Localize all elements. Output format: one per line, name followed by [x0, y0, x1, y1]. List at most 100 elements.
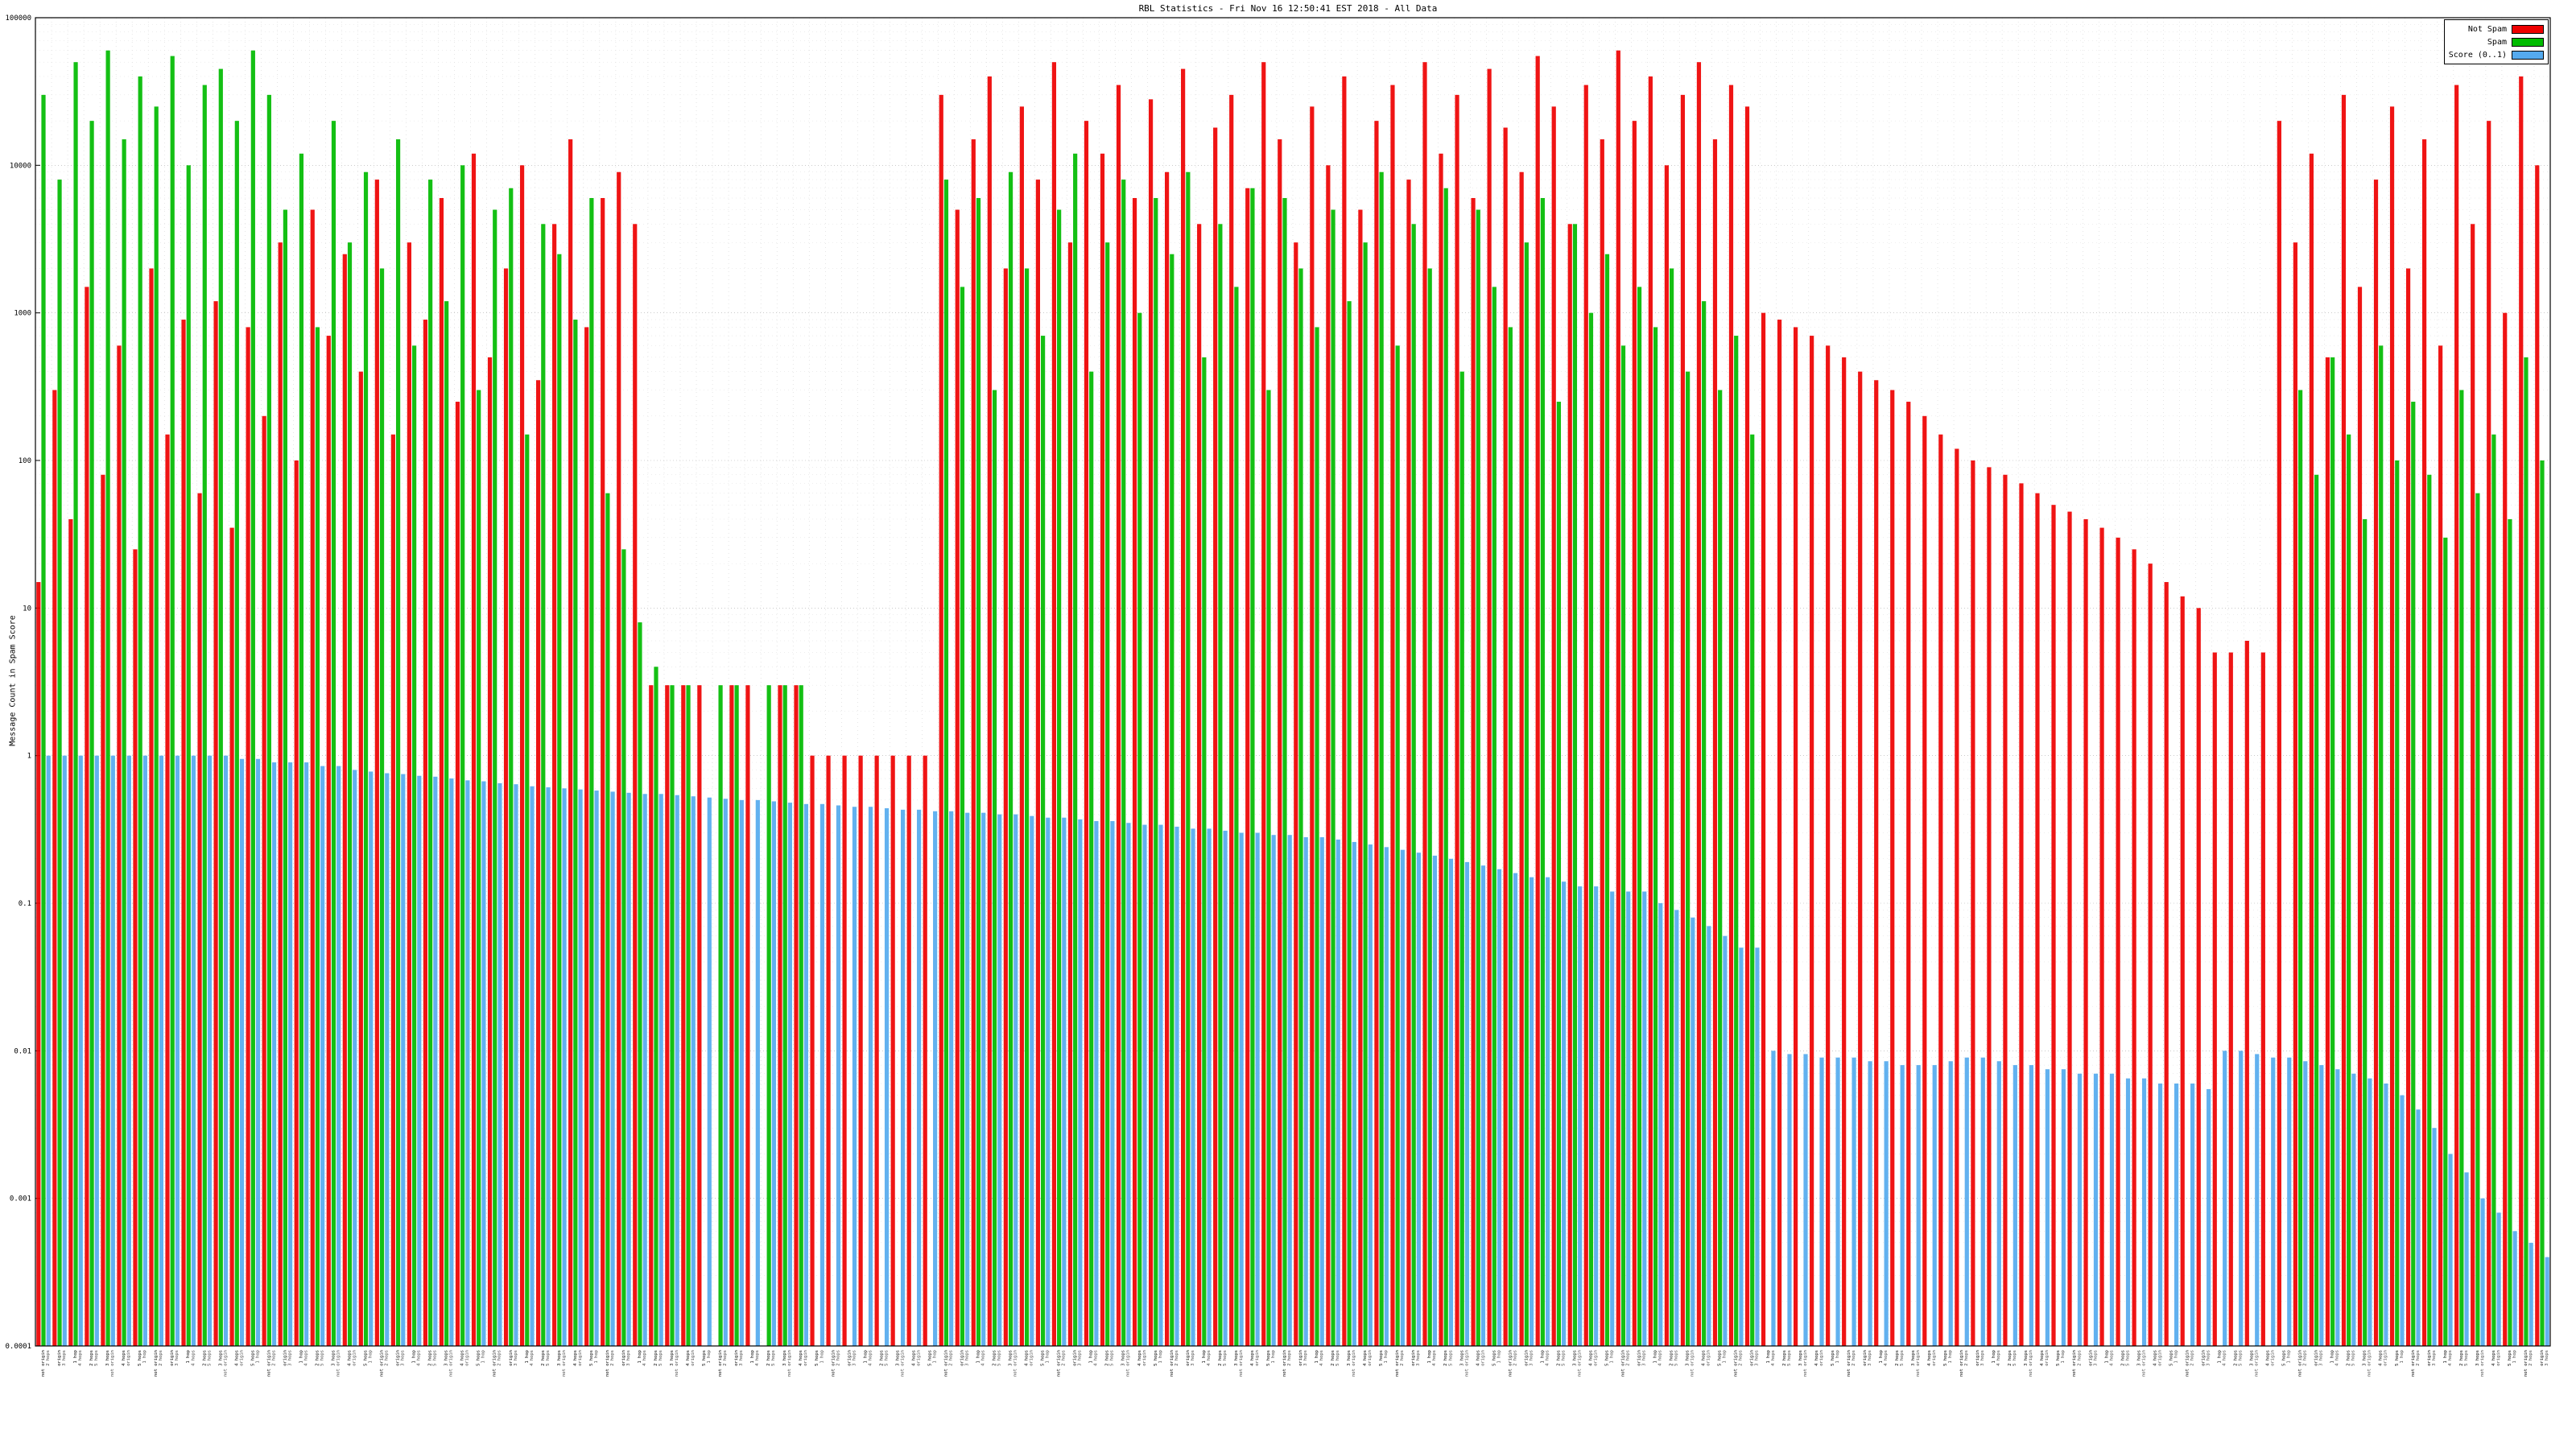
bar-spam [1750, 434, 1755, 1347]
bar-not-spam [181, 320, 186, 1346]
bar-spam [1024, 268, 1030, 1347]
bar-score-0-1 [1368, 844, 1373, 1346]
bar-not-spam [1600, 139, 1604, 1347]
x-tick-label: origin [1298, 1350, 1303, 1366]
bar-spam [444, 301, 449, 1346]
bar-score-0-1 [787, 803, 793, 1346]
x-tick-label: 3 hops [1642, 1350, 1647, 1366]
bar-spam [992, 390, 997, 1346]
bar-spam [1170, 254, 1174, 1347]
bar-score-0-1 [1126, 823, 1131, 1346]
bar-not-spam [2421, 139, 2427, 1347]
bar-score-0-1 [1819, 1057, 1824, 1346]
legend-label-not-spam: Not Spam [2467, 24, 2507, 34]
x-tick-label: origin [1368, 1350, 1373, 1366]
bar-score-0-1 [2157, 1084, 2163, 1346]
x-tick-label: 2 hops [2459, 1350, 2464, 1366]
bar-spam [1395, 345, 1400, 1347]
bar-spam [718, 685, 723, 1346]
bar-not-spam [2035, 493, 2040, 1346]
bar-spam [2330, 357, 2335, 1347]
x-tick-label: 1 hop [2104, 1350, 2109, 1364]
x-tick-label: 5 hops [94, 1350, 99, 1366]
bar-not-spam [2519, 76, 2524, 1346]
bar-score-0-1 [1223, 830, 1228, 1346]
bar-score-0-1 [723, 799, 728, 1346]
bar-spam [605, 493, 610, 1346]
x-tick-label: 1 hop [1496, 1350, 1501, 1364]
bar-spam [1556, 402, 1562, 1347]
bar-spam [589, 198, 594, 1346]
x-tick-label: 4 hops [1814, 1350, 1819, 1366]
bar-score-0-1 [1578, 886, 1583, 1346]
x-tick-label: 4 hops [911, 1350, 916, 1366]
x-tick-label: 4 hops [1927, 1350, 1932, 1366]
bar-spam [460, 165, 465, 1346]
x-tick-label: 1 hop [1427, 1350, 1432, 1364]
x-tick-label: 5 hops [1154, 1350, 1158, 1366]
x-tick-label: origin [1707, 1350, 1711, 1366]
bar-score-0-1 [691, 796, 696, 1346]
bar-score-0-1 [997, 814, 1002, 1346]
bar-score-0-1 [981, 812, 986, 1346]
bar-score-0-1 [2239, 1051, 2244, 1346]
bar-score-0-1 [385, 773, 390, 1346]
bar-spam [1073, 153, 1078, 1346]
bar-score-0-1 [949, 811, 954, 1346]
bar-not-spam [1922, 415, 1927, 1346]
bar-score-0-1 [2464, 1172, 2469, 1346]
x-tick-label: 2 hops [2120, 1350, 2125, 1366]
bar-not-spam [1971, 460, 1975, 1346]
bar-spam [1492, 287, 1496, 1346]
x-tick-label: 2 hops [2416, 1350, 2421, 1366]
bar-score-0-1 [562, 788, 567, 1346]
bar-not-spam [1874, 380, 1879, 1347]
x-tick-label: origin [2088, 1350, 2093, 1366]
bar-score-0-1 [803, 803, 809, 1346]
x-tick-label: origin [509, 1350, 514, 1366]
x-tick-label: 1 hop [255, 1350, 260, 1364]
x-tick-label: 5 hops [1110, 1350, 1115, 1366]
bar-not-spam [2293, 242, 2297, 1346]
legend-swatch-score [2512, 50, 2544, 60]
bar-not-spam [2373, 180, 2379, 1346]
x-tick-label: 3 hops [62, 1350, 67, 1366]
x-tick-label: 4 hops [642, 1350, 647, 1366]
x-tick-label: 1 hop [1315, 1350, 1319, 1364]
x-tick-label: not origin [336, 1350, 341, 1377]
bar-spam [2540, 460, 2545, 1346]
bar-not-spam [1067, 242, 1073, 1346]
bar-spam [1604, 254, 1610, 1347]
x-tick-label: origin [2540, 1350, 2545, 1366]
bar-not-spam [1439, 153, 1443, 1346]
x-tick-label: 5 hops [1335, 1350, 1340, 1366]
bar-spam [557, 254, 562, 1347]
x-tick-label: origin [1142, 1350, 1147, 1366]
bar-not-spam [939, 94, 943, 1347]
bar-score-0-1 [62, 755, 67, 1346]
bar-spam [283, 209, 288, 1346]
x-tick-label: 3 hops [2432, 1350, 2437, 1366]
bar-not-spam [246, 327, 250, 1347]
x-tick-label: 1 hop [2443, 1350, 2448, 1364]
x-tick-label: 3 hops [2319, 1350, 2324, 1366]
x-tick-label: 5 hops [1900, 1350, 1905, 1366]
x-tick-label: origin [1073, 1350, 1078, 1366]
bar-not-spam [1938, 434, 1943, 1347]
bar-score-0-1 [1207, 828, 1212, 1346]
x-tick-label: 3 hops [2024, 1350, 2029, 1366]
bar-score-0-1 [1255, 832, 1260, 1346]
bar-spam [2459, 390, 2464, 1346]
bar-score-0-1 [1980, 1057, 1985, 1346]
bar-not-spam [1761, 312, 1766, 1347]
bar-not-spam [117, 345, 122, 1347]
x-tick-label: 3 hops [1798, 1350, 1803, 1366]
bar-score-0-1 [126, 755, 131, 1346]
x-tick-label: 3 hops [444, 1350, 449, 1366]
x-tick-label: 5 hops [1041, 1350, 1046, 1366]
bar-spam [105, 50, 110, 1347]
bar-not-spam [2405, 268, 2411, 1347]
chart-title: RBL Statistics - Fri Nov 16 12:50:41 EST… [1138, 3, 1438, 14]
bar-score-0-1 [239, 758, 245, 1346]
x-tick-label: not origin [2480, 1350, 2485, 1377]
